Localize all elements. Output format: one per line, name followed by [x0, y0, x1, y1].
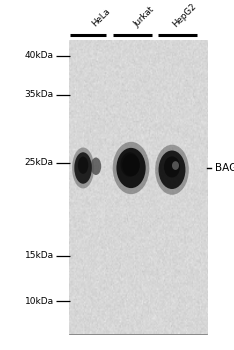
Text: BAG2: BAG2: [215, 163, 234, 173]
Ellipse shape: [159, 150, 186, 189]
Ellipse shape: [78, 156, 88, 174]
Text: 35kDa: 35kDa: [25, 90, 54, 99]
Ellipse shape: [172, 161, 179, 170]
Text: Jurkat: Jurkat: [132, 5, 156, 29]
Text: 10kDa: 10kDa: [25, 296, 54, 306]
Text: HepG2: HepG2: [171, 1, 198, 29]
Bar: [69, 40, 207, 334]
Text: 40kDa: 40kDa: [25, 51, 54, 61]
Ellipse shape: [72, 148, 94, 189]
Text: 15kDa: 15kDa: [25, 251, 54, 260]
Ellipse shape: [91, 158, 101, 175]
Text: HeLa: HeLa: [90, 7, 112, 29]
Ellipse shape: [164, 156, 180, 177]
Ellipse shape: [155, 145, 189, 195]
Text: 25kDa: 25kDa: [25, 158, 54, 167]
Ellipse shape: [74, 152, 92, 184]
Ellipse shape: [117, 148, 146, 188]
Ellipse shape: [121, 152, 139, 177]
Ellipse shape: [113, 142, 149, 194]
Ellipse shape: [122, 154, 140, 176]
